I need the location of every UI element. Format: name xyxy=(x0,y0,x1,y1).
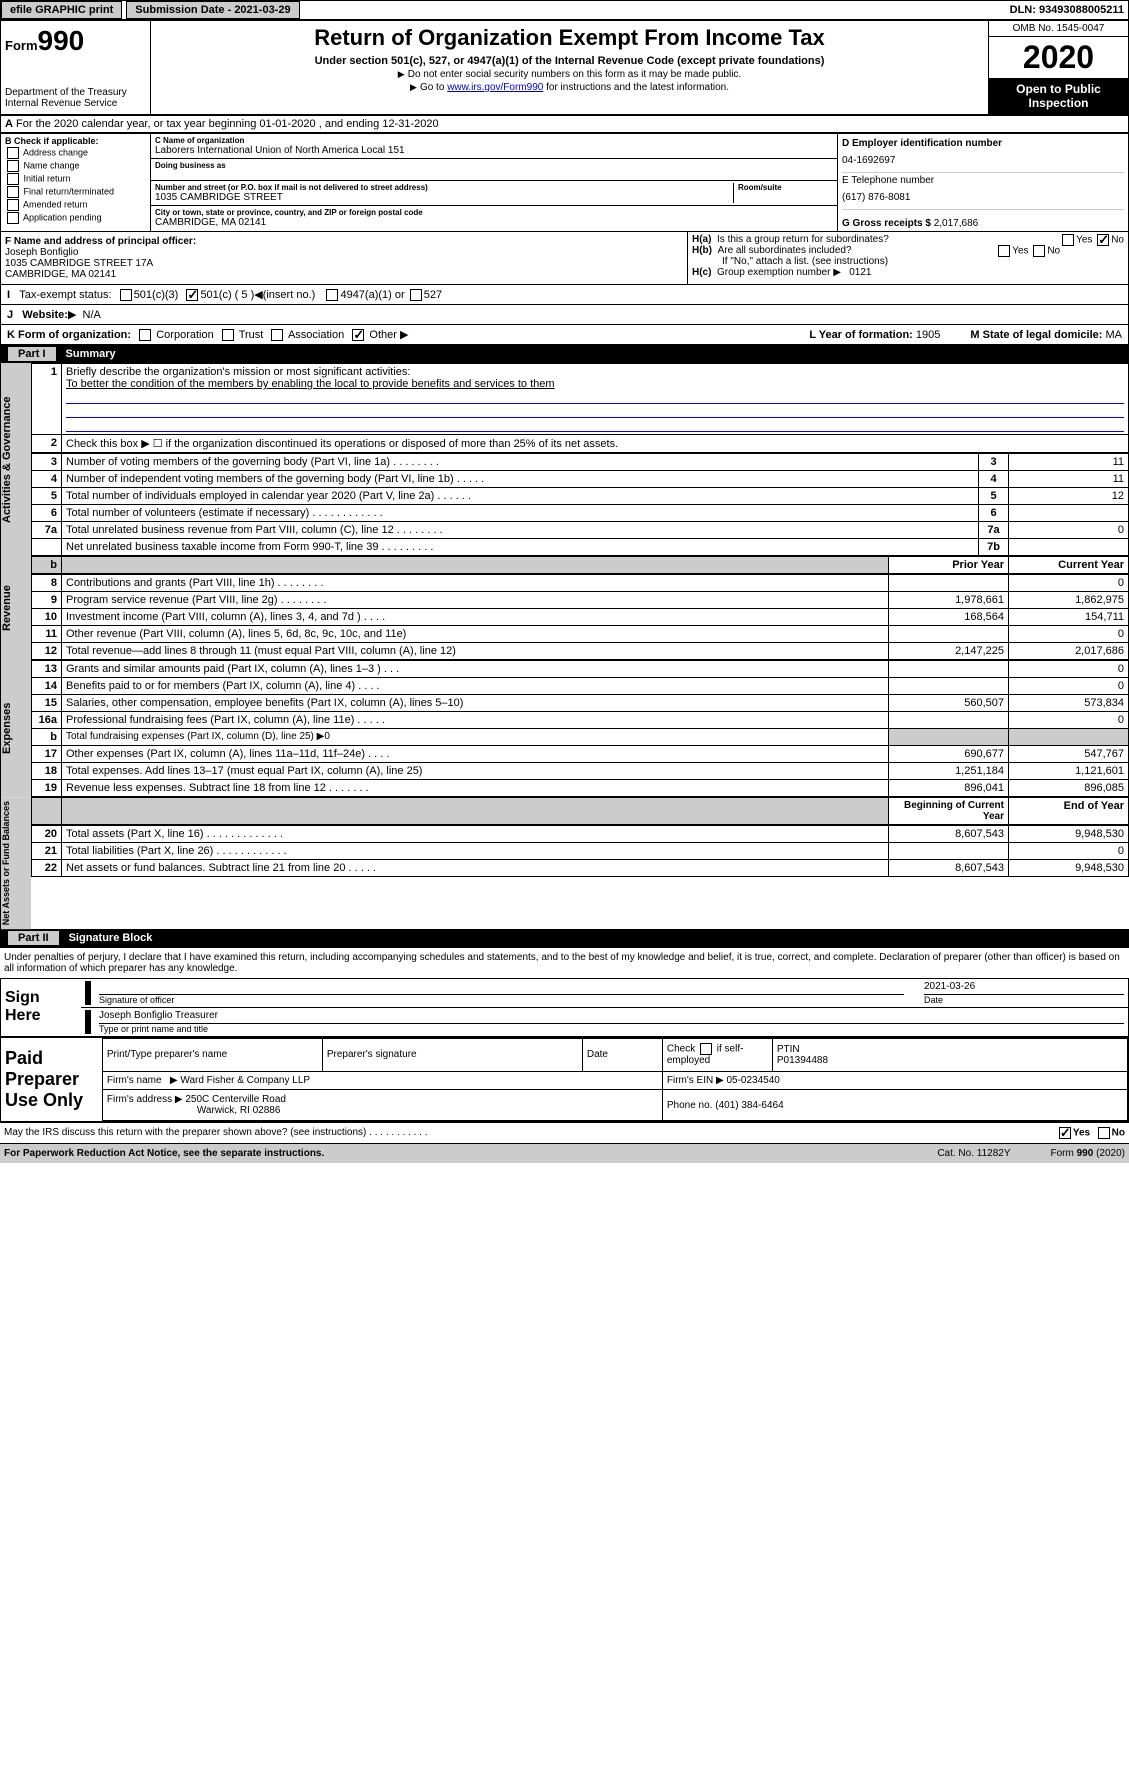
paperwork-notice: For Paperwork Reduction Act Notice, see … xyxy=(4,1148,324,1159)
ha-no-checkbox[interactable] xyxy=(1097,234,1109,246)
org-name: Laborers International Union of North Am… xyxy=(155,145,833,156)
boy-header: Beginning of Current Year xyxy=(889,798,1009,825)
efile-print-button[interactable]: efile GRAPHIC print xyxy=(1,1,122,19)
paid-preparer-section: Paid Preparer Use Only Print/Type prepar… xyxy=(0,1037,1129,1122)
hb-yes-checkbox[interactable] xyxy=(998,245,1010,257)
ha-yes-checkbox[interactable] xyxy=(1062,234,1074,246)
firm-phone: (401) 384-6464 xyxy=(715,1100,783,1111)
ein-section: D Employer identification number04-16926… xyxy=(842,136,1124,173)
check-initial-return[interactable]: Initial return xyxy=(5,173,146,185)
check-assoc[interactable] xyxy=(271,329,283,341)
check-4947[interactable] xyxy=(326,289,338,301)
section-f-officer: F Name and address of principal officer:… xyxy=(1,232,688,284)
section-h: H(a) Is this a group return for subordin… xyxy=(688,232,1128,284)
check-501c3[interactable] xyxy=(120,289,132,301)
q2-discontinue: Check this box ▶ ☐ if the organization d… xyxy=(62,435,1129,453)
firm-ein: 05-0234540 xyxy=(726,1075,779,1086)
section-c-org-info: C Name of organizationLaborers Internati… xyxy=(151,134,838,231)
check-527[interactable] xyxy=(410,289,422,301)
sidelabel-revenue: Revenue xyxy=(1,556,31,660)
current-year-header: Current Year xyxy=(1009,557,1129,574)
org-city: CAMBRIDGE, MA 02141 xyxy=(155,217,833,228)
note-website: Go to www.irs.gov/Form990 for instructio… xyxy=(155,82,984,93)
prior-year-header: Prior Year xyxy=(889,557,1009,574)
check-501c[interactable] xyxy=(186,289,198,301)
irs-link[interactable]: www.irs.gov/Form990 xyxy=(447,82,543,93)
penalty-statement: Under penalties of perjury, I declare th… xyxy=(0,947,1129,978)
form-footer: Form 990 (2020) xyxy=(1051,1148,1125,1159)
phone-section: E Telephone number(617) 876-8081 xyxy=(842,173,1124,210)
form-subtitle: Under section 501(c), 527, or 4947(a)(1)… xyxy=(155,55,984,67)
officer-name: Joseph Bonfiglio Treasurer xyxy=(99,1010,1124,1024)
discuss-row: May the IRS discuss this return with the… xyxy=(0,1122,1129,1143)
gross-receipts: G Gross receipts $ 2,017,686 xyxy=(842,210,1124,229)
eoy-header: End of Year xyxy=(1009,798,1129,825)
sidelabel-expenses: Expenses xyxy=(1,660,31,797)
check-self-employed[interactable] xyxy=(700,1043,712,1055)
q1-label: Briefly describe the organization's miss… xyxy=(66,366,410,378)
form-org-row: K Form of organization: Corporation Trus… xyxy=(0,325,1129,345)
firm-addr2: Warwick, RI 02886 xyxy=(197,1105,281,1116)
dept-treasury: Department of the Treasury xyxy=(5,87,146,98)
hb-no-checkbox[interactable] xyxy=(1033,245,1045,257)
top-bar: efile GRAPHIC print Submission Date - 20… xyxy=(0,0,1129,20)
sig-officer-label: Signature of officer xyxy=(99,995,904,1005)
firm-addr1: 250C Centerville Road xyxy=(185,1094,286,1105)
firm-name: Ward Fisher & Company LLP xyxy=(180,1075,310,1086)
sidelabel-netassets: Net Assets or Fund Balances xyxy=(1,797,31,929)
sig-date: 2021-03-26 xyxy=(924,981,1124,995)
form-header: Form990 Department of the Treasury Inter… xyxy=(0,20,1129,115)
note-ssn: Do not enter social security numbers on … xyxy=(155,69,984,80)
check-other[interactable] xyxy=(352,329,364,341)
discuss-yes-checkbox[interactable] xyxy=(1059,1127,1071,1139)
omb-number: OMB No. 1545-0047 xyxy=(989,21,1128,37)
check-trust[interactable] xyxy=(222,329,234,341)
dln-label: DLN: 93493088005211 xyxy=(1010,4,1128,16)
check-corp[interactable] xyxy=(139,329,151,341)
part-ii-header: Part IISignature Block xyxy=(0,929,1129,947)
check-amended-return[interactable]: Amended return xyxy=(5,199,146,211)
sidelabel-governance: Activities & Governance xyxy=(1,363,31,556)
cat-no: Cat. No. 11282Y xyxy=(937,1148,1010,1159)
signature-section: Sign Here Signature of officer 2021-03-2… xyxy=(0,978,1129,1037)
check-address-change[interactable]: Address change xyxy=(5,147,146,159)
section-b-checkboxes: B Check if applicable: Address change Na… xyxy=(1,134,151,231)
irs-label: Internal Revenue Service xyxy=(5,98,146,109)
check-name-change[interactable]: Name change xyxy=(5,160,146,172)
check-final-return[interactable]: Final return/terminated xyxy=(5,186,146,198)
mission-text: To better the condition of the members b… xyxy=(66,378,555,390)
website-row: J Website: ▶ N/A xyxy=(0,305,1129,325)
org-address: 1035 CAMBRIDGE STREET xyxy=(155,192,733,203)
submission-date-label: Submission Date - 2021-03-29 xyxy=(126,1,299,19)
form-title: Return of Organization Exempt From Incom… xyxy=(155,25,984,51)
check-application-pending[interactable]: Application pending xyxy=(5,212,146,224)
tax-year: 2020 xyxy=(989,37,1128,78)
tax-exempt-status-row: I Tax-exempt status: 501(c)(3) 501(c) ( … xyxy=(0,285,1129,305)
inspection-notice: Open to Public Inspection xyxy=(989,78,1128,114)
form-number: Form990 xyxy=(5,25,146,57)
ptin-value: P01394488 xyxy=(777,1055,828,1066)
line-a-tax-year: A For the 2020 calendar year, or tax yea… xyxy=(0,115,1129,133)
part-i-header: Part ISummary xyxy=(0,345,1129,363)
discuss-no-checkbox[interactable] xyxy=(1098,1127,1110,1139)
